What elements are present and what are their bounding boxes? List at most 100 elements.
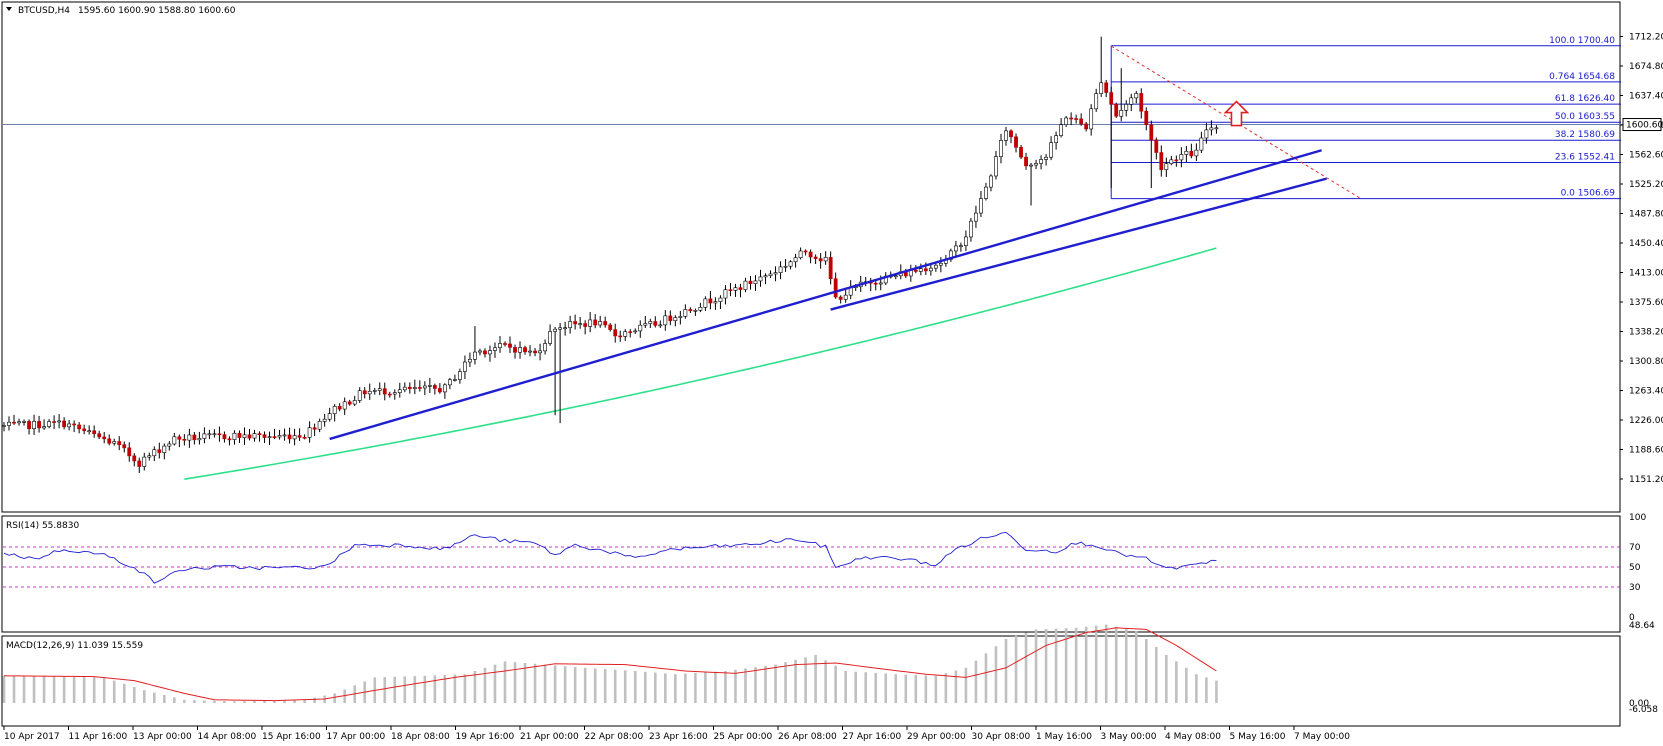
macd-histogram-bar <box>854 671 857 703</box>
bull-candle <box>553 328 558 332</box>
macd-histogram-bar <box>884 673 888 703</box>
macd-histogram-bar <box>984 653 988 703</box>
macd-histogram-bar <box>583 667 587 703</box>
macd-histogram-bar <box>924 675 928 703</box>
bear-candle <box>1009 130 1013 138</box>
macd-histogram-bar <box>1084 626 1088 703</box>
rsi-panel-frame <box>1 515 1621 633</box>
bear-candle <box>513 347 517 353</box>
bull-candle <box>162 445 167 453</box>
bull-candle <box>643 323 648 326</box>
rsi-axis-label: 30 <box>1629 583 1641 593</box>
bull-candle <box>377 388 382 391</box>
bear-candle <box>573 321 578 325</box>
macd-histogram-bar <box>132 687 136 703</box>
bull-candle <box>979 198 983 214</box>
bull-candle <box>964 236 968 246</box>
price-axis-label: 1226.00 <box>1629 416 1663 426</box>
bear-candle <box>257 433 262 436</box>
bull-candle <box>152 449 157 457</box>
bull-candle <box>172 436 177 445</box>
price-panel-frame <box>1 1 1621 513</box>
bear-candle <box>913 269 918 272</box>
macd-histogram-bar <box>413 676 417 703</box>
macd-histogram-bar <box>603 669 607 703</box>
bear-candle <box>222 434 227 440</box>
axis-layer: 1712.201674.801637.401600.001562.601525.… <box>3 33 1663 742</box>
macd-histogram-bar <box>1004 639 1008 703</box>
macd-histogram-bar <box>62 676 66 703</box>
macd-histogram-bar <box>794 659 797 703</box>
bull-candle <box>2 425 6 427</box>
time-axis-label: 29 Apr 00:00 <box>907 732 966 742</box>
macd-histogram-bar <box>543 664 547 703</box>
time-axis-label: 13 Apr 00:00 <box>133 732 192 742</box>
bull-candle <box>87 430 92 433</box>
bear-candle <box>508 343 512 348</box>
bull-candle <box>713 301 718 304</box>
macd-histogram-bar <box>403 676 407 703</box>
bear-candle <box>297 435 302 438</box>
bear-candle <box>1079 118 1084 125</box>
macd-histogram-bar <box>844 671 847 703</box>
bull-candle <box>918 268 923 272</box>
bull-candle <box>67 423 72 428</box>
macd-histogram-bar <box>513 662 517 703</box>
bull-candle <box>959 245 963 247</box>
macd-layer <box>2 624 1218 703</box>
macd-histogram-bar <box>223 701 226 703</box>
macd-histogram-bar <box>1175 661 1178 703</box>
bull-candle <box>422 385 427 389</box>
bull-candle <box>317 421 322 430</box>
bear-candle <box>337 406 342 410</box>
bear-candle <box>302 436 307 439</box>
rsi-title: RSI(14) 55.8830 <box>6 521 79 531</box>
macd-histogram-bar <box>493 664 497 703</box>
bear-candle <box>923 268 928 272</box>
bull-candle <box>7 421 11 426</box>
bull-candle <box>743 280 748 290</box>
bull-candle <box>1064 117 1069 126</box>
macd-histogram-bar <box>32 676 36 703</box>
bear-candle <box>122 444 127 449</box>
macd-histogram-bar <box>52 676 56 703</box>
bear-candle <box>12 421 16 424</box>
bull-candle <box>1059 124 1064 136</box>
bear-candle <box>618 335 623 338</box>
bear-candle <box>1109 92 1114 105</box>
bull-candle <box>242 434 247 438</box>
fib-level-label: 0.764 1654.68 <box>1549 72 1615 82</box>
bull-candle <box>47 421 51 427</box>
bear-candle <box>247 434 252 439</box>
bull-candle <box>563 327 568 330</box>
macd-histogram-bar <box>483 667 487 703</box>
price-axis-label: 1487.80 <box>1629 210 1663 220</box>
bull-candle <box>372 390 377 392</box>
bull-candle <box>994 156 998 177</box>
bear-candle <box>52 421 57 423</box>
macd-histogram-bar <box>233 701 236 703</box>
collapse-triangle-icon[interactable] <box>6 7 12 11</box>
bear-candle <box>82 428 87 432</box>
bull-candle <box>543 343 547 352</box>
macd-histogram-bar <box>203 700 206 703</box>
bull-candle <box>332 406 337 414</box>
bear-candle <box>37 421 41 429</box>
macd-histogram-bar <box>964 667 968 703</box>
bear-candle <box>613 329 618 337</box>
macd-signal-line <box>3 627 1217 702</box>
macd-histogram-bar <box>954 670 958 703</box>
rsi-axis-label: 0 <box>1629 613 1635 623</box>
bull-candle <box>633 330 638 333</box>
bull-candle <box>588 319 593 327</box>
price-axis-label: 1637.40 <box>1629 92 1663 102</box>
bull-candle <box>402 386 407 391</box>
macd-histogram-bar <box>383 677 387 703</box>
bear-candle <box>503 343 507 345</box>
bear-candle <box>873 282 878 285</box>
bear-candle <box>437 388 442 393</box>
bull-candle <box>518 347 522 353</box>
macd-histogram-bar <box>1054 628 1058 703</box>
macd-histogram-bar <box>263 700 266 703</box>
macd-histogram-bar <box>163 695 166 703</box>
